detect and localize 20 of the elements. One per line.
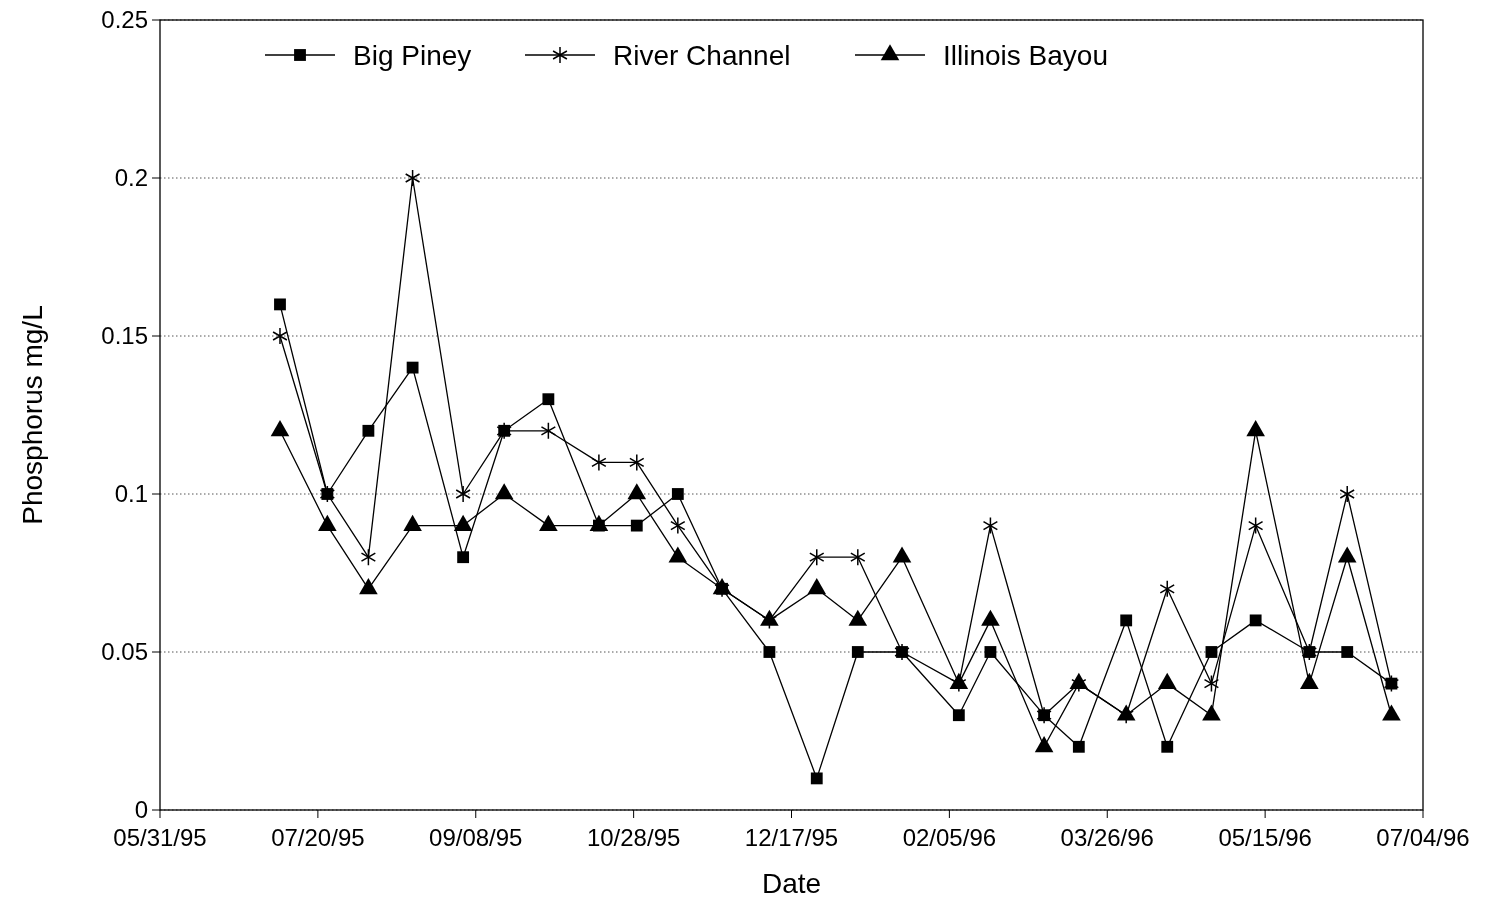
y-axis-title: Phosphorus mg/L bbox=[17, 305, 48, 525]
y-tick-label: 0.25 bbox=[101, 6, 148, 34]
x-tick-label: 09/08/95 bbox=[429, 824, 523, 851]
x-tick-label: 07/04/96 bbox=[1376, 824, 1470, 851]
y-tick-label: 0.2 bbox=[114, 164, 148, 192]
x-tick-label: 12/17/95 bbox=[744, 824, 839, 851]
x-axis-title: Date bbox=[761, 868, 822, 899]
legend-label: River Channel bbox=[613, 39, 791, 71]
y-tick-label: 0 bbox=[134, 796, 148, 824]
x-tick-label: 05/31/95 bbox=[113, 824, 207, 851]
x-tick-label: 07/20/95 bbox=[271, 824, 365, 851]
y-tick-label: 0.15 bbox=[101, 322, 148, 350]
x-tick-label: 05/15/96 bbox=[1218, 824, 1312, 851]
x-tick-label: 02/05/96 bbox=[902, 824, 997, 851]
y-tick-label: 0.05 bbox=[101, 638, 148, 666]
legend-label: Big Piney bbox=[353, 39, 472, 71]
x-tick-label: 10/28/95 bbox=[586, 824, 681, 851]
x-tick-label: 03/26/96 bbox=[1060, 824, 1154, 851]
y-tick-label: 0.1 bbox=[114, 480, 148, 508]
legend-label: Illinois Bayou bbox=[943, 39, 1108, 71]
